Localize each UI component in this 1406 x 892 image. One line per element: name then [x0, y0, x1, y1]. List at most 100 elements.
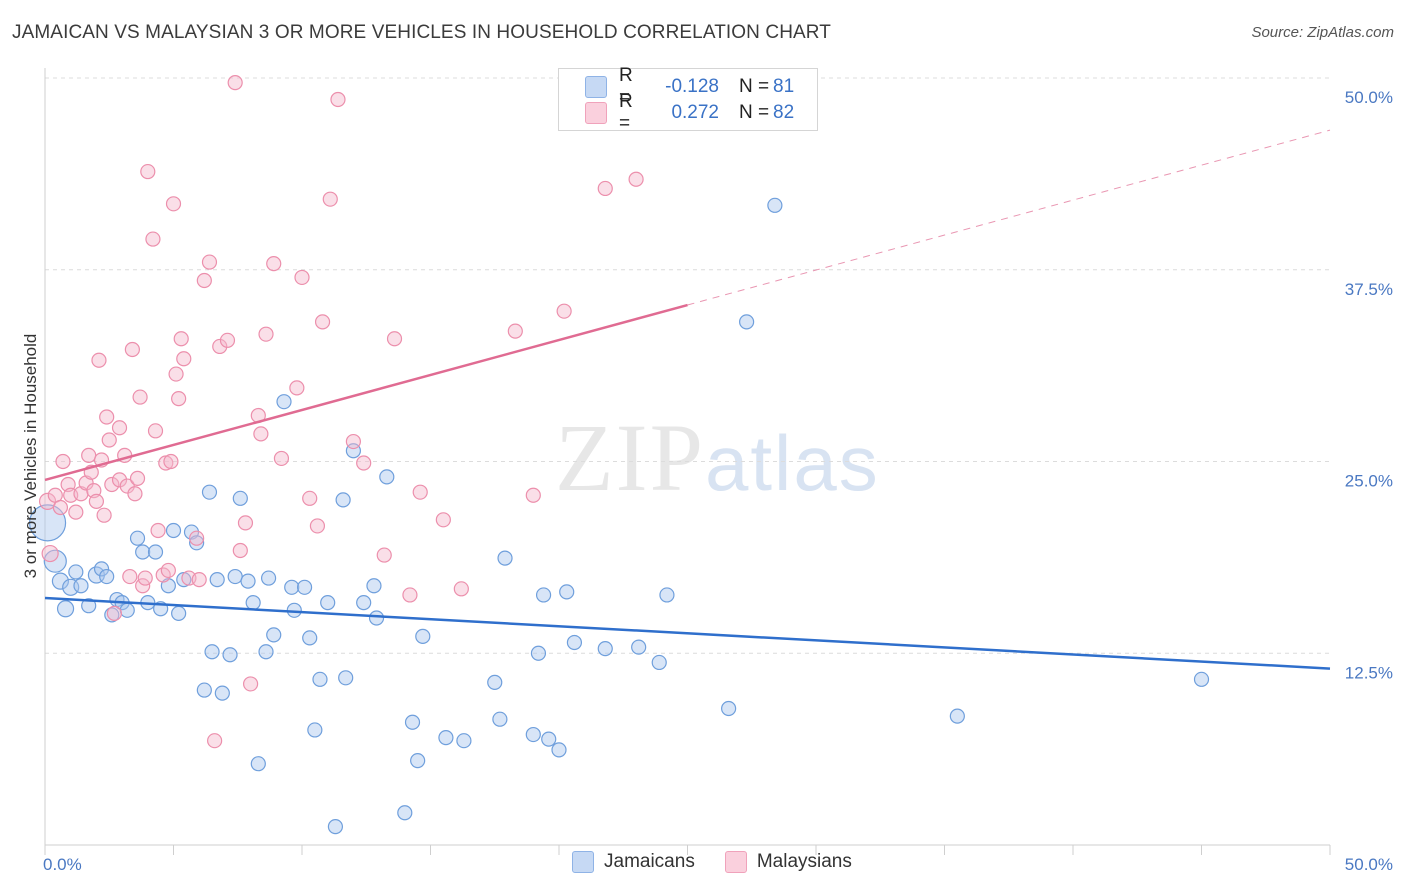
jamaican-point-18 [147, 544, 164, 560]
malaysian-point-7 [68, 504, 84, 520]
jamaican-point-41 [284, 579, 300, 595]
tick-labels: 12.5% 25.0% 37.5% 50.0% 0.0% 50.0% 3 or more V… [21, 88, 1393, 874]
malaysian-point-81 [628, 171, 644, 187]
malaysian-point-54 [232, 542, 248, 559]
malaysian-point-64 [302, 490, 318, 506]
n-label: N = [739, 76, 770, 97]
jamaican-point-66 [530, 645, 547, 661]
r-label: R = [619, 91, 633, 134]
malaysians-trend-extension [687, 129, 1331, 306]
jamaican-point-43 [296, 579, 313, 595]
malaysians-swatch [724, 851, 747, 873]
watermark-atlas: atlas [705, 419, 880, 507]
malaysian-point-56 [243, 676, 259, 692]
series-legend: Jamaicans Malaysians [572, 851, 882, 873]
jamaican-point-52 [356, 595, 372, 611]
jamaican-point-65 [525, 726, 541, 743]
jamaican-point-60 [438, 730, 454, 746]
malaysian-point-41 [168, 366, 184, 382]
watermark-zip: ZIP [555, 404, 705, 511]
malaysian-point-74 [412, 484, 428, 500]
malaysian-point-46 [189, 530, 205, 546]
jamaican-point-35 [245, 595, 261, 611]
malaysian-point-22 [111, 420, 128, 436]
jamaicans-points [28, 197, 1210, 835]
source-label: Source: ZipAtlas.com [1251, 24, 1394, 41]
malaysian-point-66 [314, 314, 331, 330]
malaysian-point-3 [52, 499, 69, 516]
malaysian-point-14 [91, 352, 107, 368]
jamaican-point-32 [227, 568, 243, 585]
malaysian-point-69 [345, 433, 361, 450]
malaysian-point-33 [145, 231, 161, 247]
jamaican-point-72 [597, 641, 613, 657]
jamaican-point-7 [81, 598, 97, 614]
malaysian-point-34 [147, 423, 164, 439]
malaysian-point-29 [132, 389, 148, 405]
y-axis-title: 3 or more Vehicles in Household [21, 334, 40, 579]
malaysian-point-31 [137, 570, 153, 586]
malaysian-point-47 [191, 572, 207, 588]
axes [44, 68, 1331, 855]
jamaican-point-44 [302, 630, 318, 646]
r-value: -0.128 [665, 76, 719, 97]
malaysian-point-51 [212, 338, 228, 355]
malaysian-point-40 [165, 196, 182, 212]
jamaican-point-70 [559, 584, 575, 600]
malaysian-point-61 [273, 450, 290, 467]
jamaican-point-15 [129, 530, 146, 546]
jamaican-point-78 [767, 197, 783, 213]
jamaican-point-49 [335, 492, 351, 508]
jamaican-point-37 [258, 644, 274, 660]
malaysian-point-65 [309, 518, 326, 534]
jamaican-point-21 [165, 522, 182, 539]
malaysian-point-1 [41, 544, 59, 563]
legend-label-jamaicans: Jamaicans [604, 851, 695, 872]
malaysian-point-0 [38, 492, 57, 510]
jamaican-point-22 [171, 605, 187, 621]
jamaican-point-14 [119, 602, 135, 618]
malaysian-point-28 [129, 470, 146, 486]
n-value: 81 [773, 76, 795, 97]
legend-item-malaysians: Malaysians [724, 851, 852, 873]
jamaican-point-6 [73, 578, 89, 594]
jamaican-point-57 [404, 714, 421, 730]
malaysian-point-19 [104, 476, 120, 493]
malaysian-point-26 [124, 341, 140, 358]
malaysian-point-42 [171, 391, 187, 407]
jamaican-point-45 [307, 722, 323, 738]
jamaican-point-25 [189, 535, 205, 551]
trend-lines [44, 129, 1331, 670]
malaysian-point-59 [258, 326, 274, 342]
y-tick-label-1: 25.0% [1345, 472, 1393, 491]
malaysian-point-62 [289, 380, 305, 396]
y-tick-label-2: 37.5% [1345, 280, 1393, 299]
malaysian-point-20 [106, 605, 122, 621]
jamaican-point-2 [51, 572, 70, 590]
chart-title: JAMAICAN VS MALAYSIAN 3 OR MORE VEHICLES… [12, 22, 831, 43]
malaysian-point-76 [453, 581, 469, 597]
malaysian-point-79 [556, 303, 572, 319]
malaysian-point-18 [101, 432, 117, 448]
malaysian-point-43 [173, 331, 189, 347]
jamaican-point-62 [487, 674, 503, 690]
jamaican-point-69 [551, 742, 567, 758]
r-label: R = [619, 65, 633, 108]
jamaican-point-39 [266, 627, 282, 643]
malaysian-point-13 [88, 493, 105, 509]
n-label: N = [739, 102, 770, 123]
malaysian-point-77 [507, 323, 523, 339]
malaysian-point-32 [140, 163, 156, 180]
jamaican-point-77 [739, 314, 755, 330]
malaysian-point-38 [160, 562, 176, 579]
malaysian-point-4 [55, 453, 71, 470]
jamaicans-swatch [585, 76, 607, 98]
malaysian-point-50 [207, 733, 223, 749]
jamaican-point-73 [631, 639, 647, 655]
malaysian-point-78 [525, 487, 541, 503]
jamaican-point-9 [93, 561, 110, 577]
jamaican-point-3 [56, 600, 75, 618]
jamaican-point-53 [366, 578, 382, 594]
malaysian-point-27 [127, 486, 143, 502]
